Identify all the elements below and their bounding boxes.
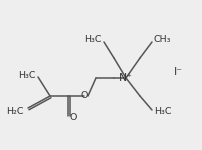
Text: N⁺: N⁺ <box>119 73 133 83</box>
Text: H₃C: H₃C <box>84 36 102 45</box>
Text: O: O <box>80 92 88 100</box>
Text: I⁻: I⁻ <box>174 67 182 77</box>
Text: H₃C: H₃C <box>154 108 171 117</box>
Text: CH₃: CH₃ <box>154 36 171 45</box>
Text: O: O <box>69 114 77 123</box>
Text: H₂C: H₂C <box>6 108 24 117</box>
Text: H₃C: H₃C <box>19 72 36 81</box>
